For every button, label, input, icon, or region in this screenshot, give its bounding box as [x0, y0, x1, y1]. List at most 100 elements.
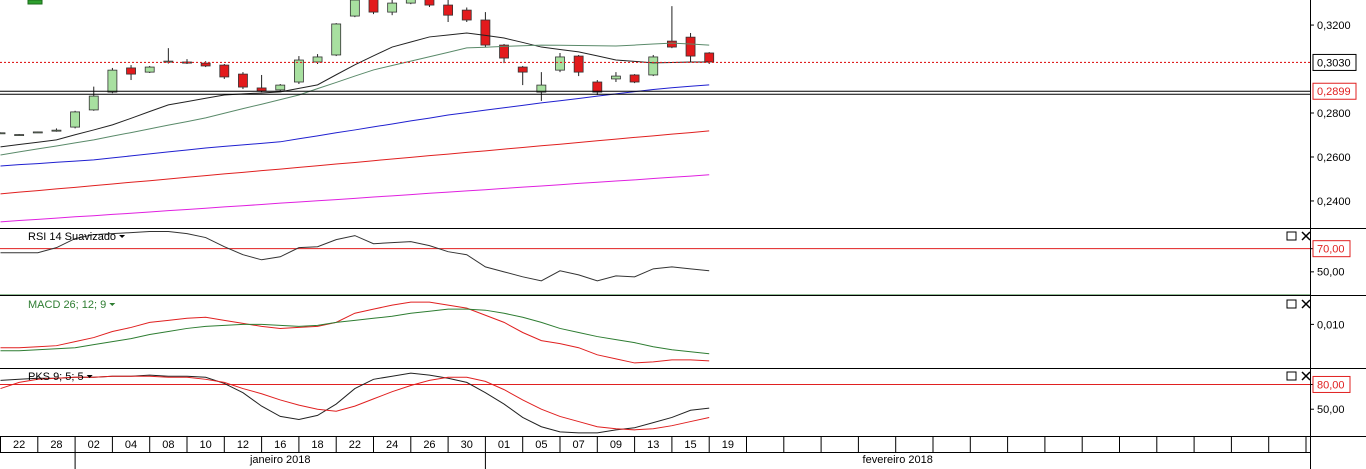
- dropdown-arrow[interactable]: [109, 303, 116, 306]
- candle-body: [275, 84, 286, 91]
- panel: [0, 372, 1310, 434]
- x-tick-label: 18: [311, 439, 323, 451]
- y-tick-box: [1312, 240, 1351, 258]
- x-tick-label: 28: [50, 439, 62, 451]
- moving-average: [0, 32, 710, 148]
- close-button[interactable]: [1301, 371, 1311, 381]
- y-tick-label: 0,010: [1317, 319, 1345, 331]
- candle-body: [461, 9, 472, 21]
- close-button[interactable]: [1301, 299, 1311, 309]
- candle-body: [443, 4, 454, 16]
- indicator-line: [0, 372, 710, 434]
- candle-body: [238, 73, 248, 88]
- candle-body: [107, 69, 118, 93]
- candle-body: [0, 132, 6, 135]
- moving-average: [0, 42, 710, 156]
- x-tick-label: 16: [274, 439, 286, 451]
- indicator-line: [0, 301, 710, 364]
- x-tick-label: 22: [13, 439, 25, 451]
- candle-body: [667, 40, 677, 48]
- indicator-line: [0, 308, 710, 355]
- x-tick-label: 24: [386, 439, 398, 451]
- toolbar-icon[interactable]: [27, 0, 43, 5]
- x-tick-label: 19: [722, 439, 734, 451]
- panel-title: PKS 9; 5; 5: [28, 371, 84, 383]
- maximize-button[interactable]: [1286, 371, 1297, 381]
- candle-body: [536, 84, 547, 93]
- x-tick-label: 12: [237, 439, 249, 451]
- x-tick-label: 26: [423, 439, 435, 451]
- indicator-line: [0, 231, 710, 282]
- maximize-button[interactable]: [1286, 299, 1297, 309]
- candle-body: [480, 19, 491, 46]
- candle-body: [685, 36, 696, 57]
- x-tick-label: 30: [461, 439, 473, 451]
- candle-body: [331, 23, 342, 56]
- panel: [0, 231, 1310, 295]
- close-button[interactable]: [1301, 231, 1311, 241]
- y-tick-label: 50,00: [1317, 267, 1345, 279]
- x-tick-label: 07: [573, 439, 585, 451]
- candle-body: [312, 56, 323, 63]
- panel: [0, 0, 715, 223]
- maximize-button[interactable]: [1286, 231, 1297, 241]
- candle-body: [70, 111, 80, 128]
- dropdown-arrow[interactable]: [86, 375, 93, 378]
- candle-body: [424, 0, 435, 6]
- y-tick-label: 80,00: [1317, 379, 1345, 391]
- candle-body: [592, 81, 603, 93]
- y-tick-label: 0,3200: [1317, 20, 1351, 32]
- candle-body: [704, 52, 715, 63]
- panel-title: RSI 14 Suavizado: [28, 231, 116, 243]
- moving-average: [0, 84, 710, 167]
- candle-body: [517, 66, 528, 73]
- x-tick-label: 05: [535, 439, 547, 451]
- candle-body: [648, 56, 659, 76]
- candle-body: [555, 56, 565, 71]
- x-tick-label: 01: [498, 439, 510, 451]
- candle-body: [499, 44, 509, 59]
- x-tick-label: 22: [349, 439, 361, 451]
- y-tick-label: 0,2800: [1317, 108, 1351, 120]
- candle-body: [219, 64, 230, 78]
- indicator-line: [0, 375, 710, 431]
- x-tick-label: 09: [610, 439, 622, 451]
- y-tick-box: [1312, 375, 1351, 393]
- candle-body: [573, 55, 584, 73]
- y-tick-label: 0,2600: [1317, 152, 1351, 164]
- dropdown-arrow[interactable]: [119, 235, 126, 238]
- candle-body: [88, 95, 99, 111]
- x-tick-label: 02: [88, 439, 100, 451]
- panel-title: MACD 26; 12; 9: [28, 299, 106, 311]
- candle-body: [387, 2, 398, 13]
- candle-body: [256, 87, 267, 92]
- moving-average: [0, 174, 710, 223]
- candle-body: [200, 62, 211, 67]
- x-tick-label: 15: [684, 439, 696, 451]
- candle-body: [349, 0, 360, 17]
- candle-body: [182, 61, 192, 64]
- x-tick-label: 04: [125, 439, 137, 451]
- month-label: fevereiro 2018: [863, 454, 933, 466]
- month-label: janeiro 2018: [249, 454, 311, 466]
- panel: [0, 301, 710, 364]
- x-tick-label: 10: [200, 439, 212, 451]
- moving-average: [0, 130, 710, 195]
- candle-body: [368, 0, 379, 13]
- price-label: 0,3030: [1317, 57, 1351, 69]
- candle-body: [126, 67, 136, 75]
- y-tick-label: 0,2400: [1317, 196, 1351, 208]
- x-tick-label: 13: [647, 439, 659, 451]
- price-label: 0,2899: [1317, 86, 1351, 98]
- candle-body: [611, 75, 621, 80]
- x-tick-label: 08: [162, 439, 174, 451]
- price-label-box: [1312, 53, 1357, 71]
- candle-body: [293, 59, 304, 83]
- candle-body: [32, 131, 43, 134]
- candle-body: [405, 0, 416, 4]
- candle-body: [51, 129, 62, 132]
- candle-body: [144, 66, 155, 73]
- y-tick-label: 50,00: [1317, 404, 1345, 416]
